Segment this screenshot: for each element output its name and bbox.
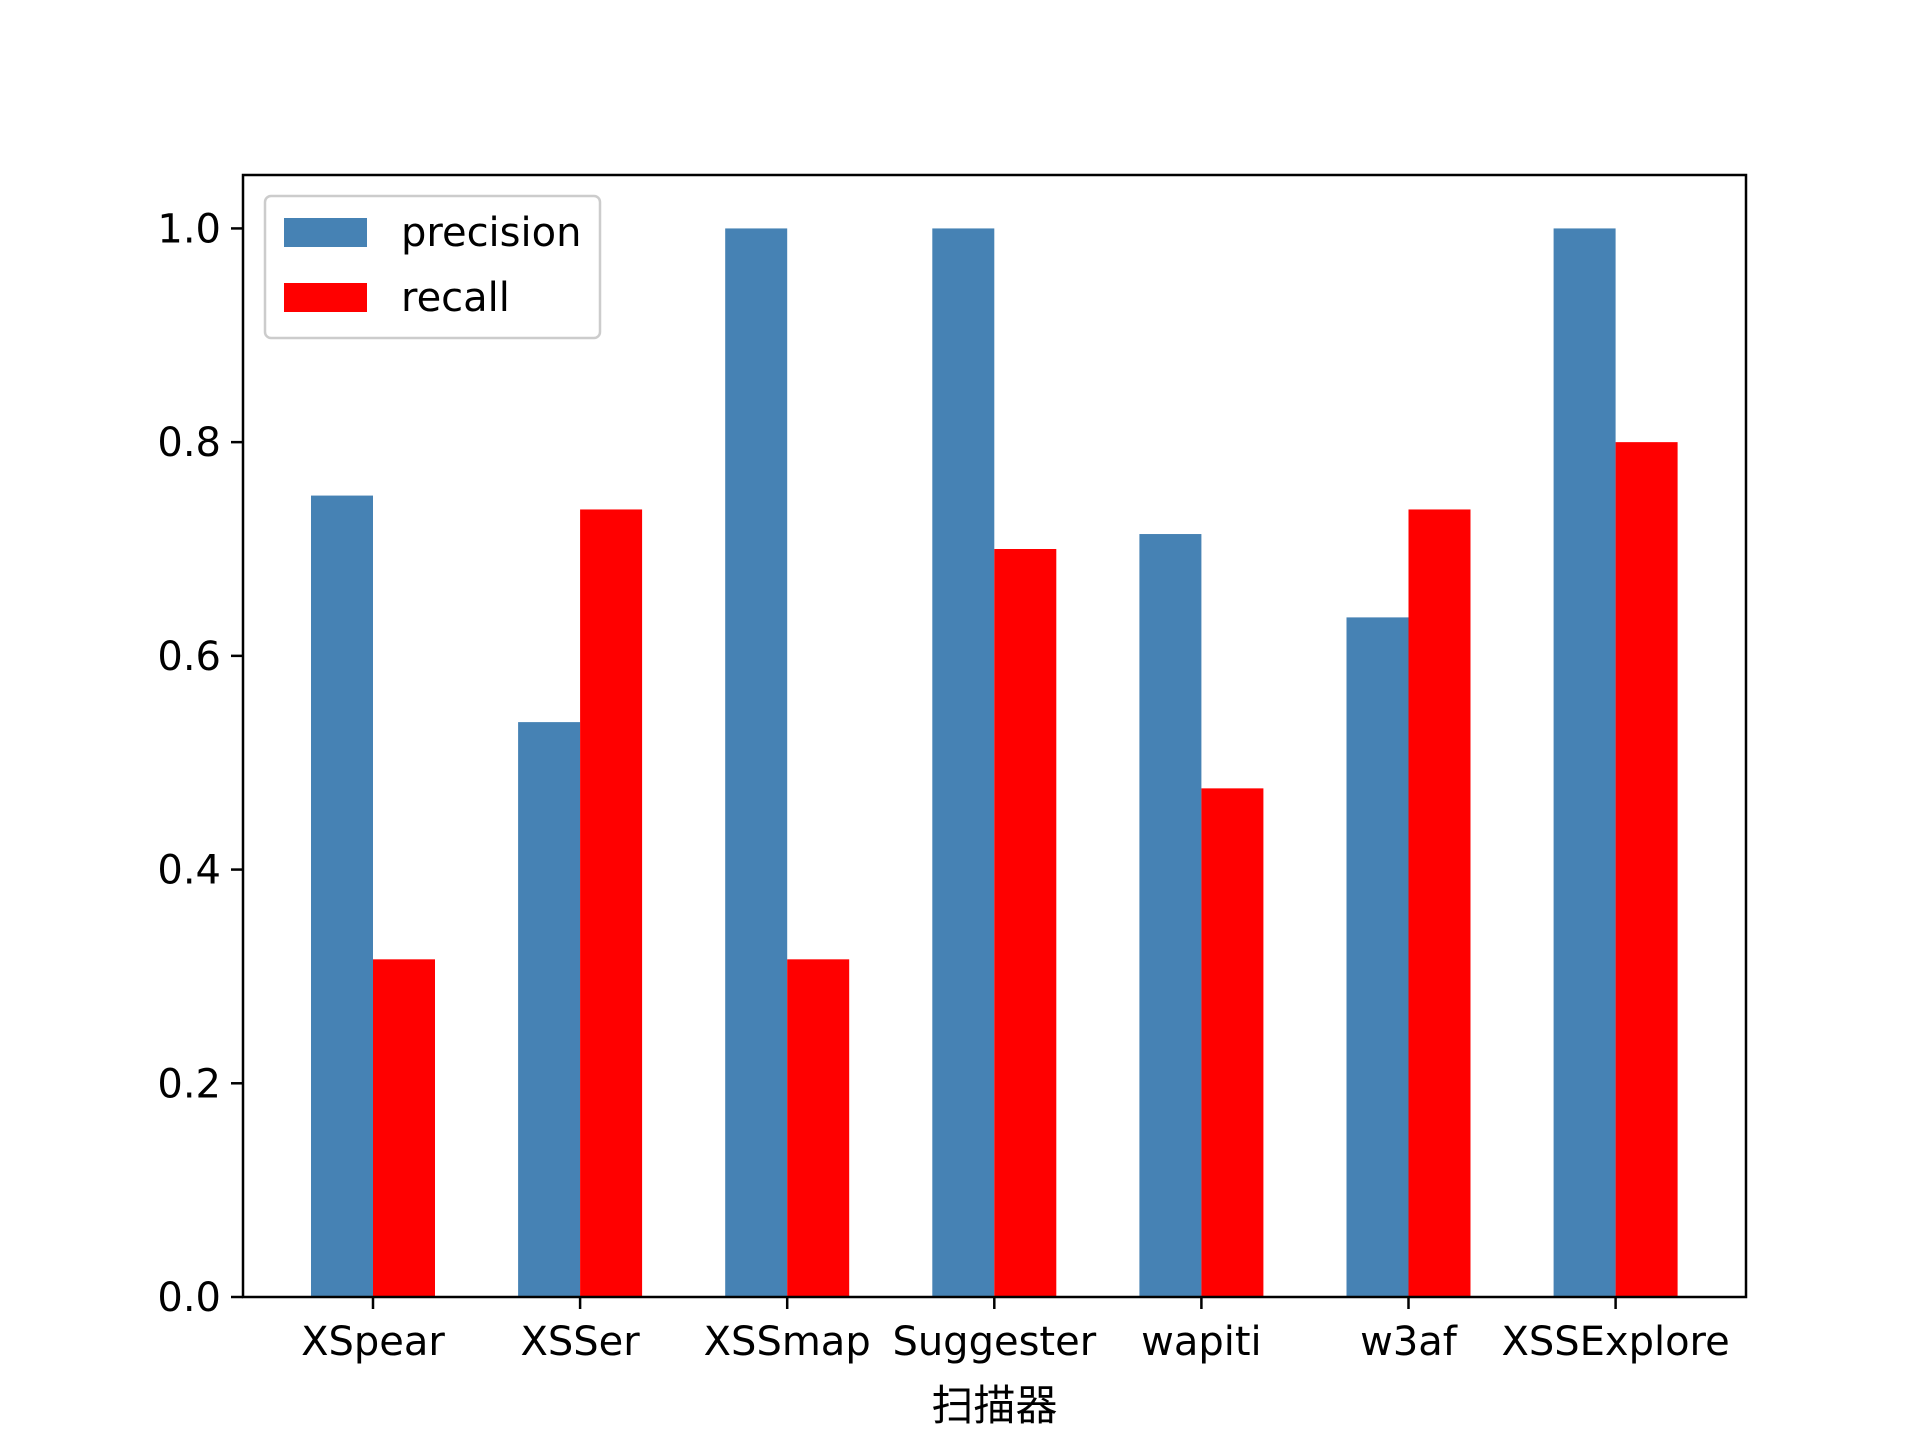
x-tick-label: XSSmap bbox=[704, 1319, 871, 1365]
legend: precision recall bbox=[263, 194, 602, 340]
legend-label-precision: precision bbox=[401, 210, 581, 256]
bar-precision-xsser bbox=[518, 722, 581, 1297]
bar-recall-wapiti bbox=[1201, 788, 1264, 1297]
y-tick-label: 0.0 bbox=[157, 1275, 221, 1321]
x-axis-title: 扫描器 bbox=[931, 1381, 1057, 1430]
y-tick-label: 0.2 bbox=[157, 1061, 221, 1107]
bar-precision-xssexplore bbox=[1553, 228, 1616, 1297]
x-tick-label: wapiti bbox=[1141, 1319, 1262, 1365]
bar-recall-w3af bbox=[1408, 509, 1471, 1297]
bar-recall-suggester bbox=[994, 549, 1057, 1297]
plot-area: 0.0 0.2 0.4 0.6 0.8 1.0 XSpear XSSer XSSmap Sugg… bbox=[157, 173, 1748, 1365]
x-tick-label: XSSExplore bbox=[1501, 1319, 1729, 1365]
x-tick-label: XSSer bbox=[520, 1319, 640, 1365]
bar-recall-xssexplore bbox=[1615, 442, 1678, 1298]
x-tick-label: Suggester bbox=[892, 1319, 1096, 1365]
bar-precision-suggester bbox=[932, 228, 995, 1297]
legend-swatch-precision bbox=[284, 218, 367, 247]
y-tick-label: 1.0 bbox=[157, 206, 221, 252]
bar-recall-xssmap bbox=[787, 959, 850, 1297]
legend-label-recall: recall bbox=[401, 275, 510, 321]
bar-precision-xspear bbox=[311, 495, 373, 1298]
bar-recall-xsser bbox=[580, 509, 643, 1297]
bars-group bbox=[311, 228, 1678, 1298]
x-tick-label: w3af bbox=[1360, 1319, 1458, 1365]
y-tick-label: 0.6 bbox=[157, 634, 221, 680]
bar-recall-xspear bbox=[373, 959, 435, 1297]
y-axis: 0.0 0.2 0.4 0.6 0.8 1.0 bbox=[157, 206, 243, 1321]
legend-swatch-recall bbox=[284, 283, 367, 312]
x-tick-label: XSpear bbox=[301, 1319, 445, 1365]
bar-precision-xssmap bbox=[725, 228, 788, 1297]
bar-precision-w3af bbox=[1346, 617, 1409, 1297]
y-tick-label: 0.4 bbox=[157, 848, 221, 894]
y-tick-label: 0.8 bbox=[157, 420, 221, 466]
x-axis: XSpear XSSer XSSmap Suggester wapiti w3af XSSE… bbox=[301, 1297, 1730, 1365]
bar-precision-wapiti bbox=[1139, 534, 1202, 1297]
